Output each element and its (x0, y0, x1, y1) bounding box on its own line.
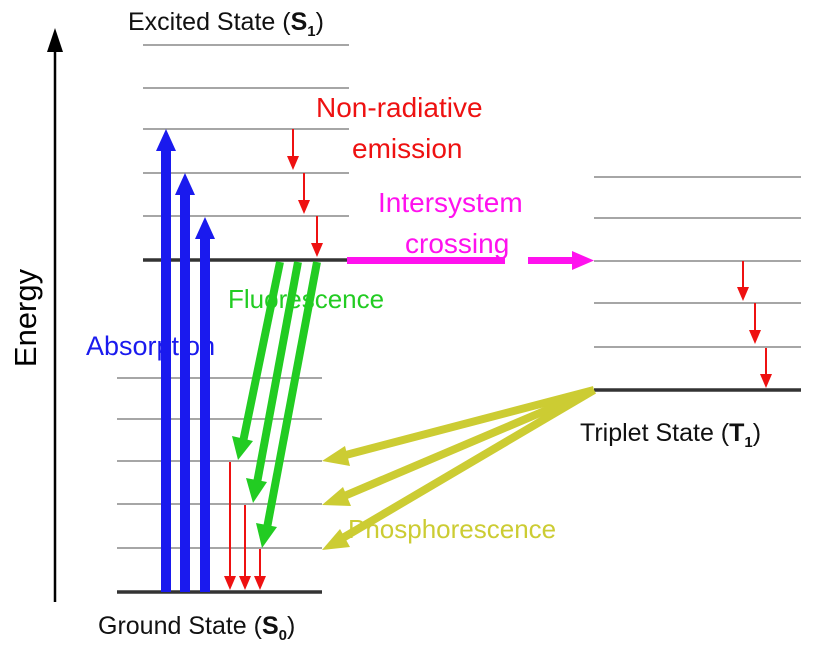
absorption-arrow-shaft (161, 148, 171, 592)
absorption-arrowhead (156, 129, 176, 151)
fluorescence-arrows (232, 261, 321, 548)
non-radiative-arrowhead (298, 200, 310, 214)
non-radiative-arrowhead (311, 243, 323, 257)
fluorescence-arrow-shaft (239, 261, 284, 443)
intersystem-crossing-arrow (347, 251, 594, 270)
fluorescence-arrow-shaft (263, 261, 321, 529)
intersystem-arrow-shaft (403, 257, 505, 264)
absorption-arrows (156, 129, 215, 592)
intersystem-label-line2: crossing (405, 228, 509, 259)
absorption-arrowhead (175, 173, 195, 195)
non-radiative-arrowhead (287, 156, 299, 170)
up-arrow-icon (47, 28, 63, 52)
triplet-state-levels (594, 176, 801, 392)
fluorescence-arrow-shaft (253, 261, 302, 484)
excited-state-text: Excited State ( (128, 8, 291, 36)
phosphorescence-label: Phosphorescence (348, 514, 556, 544)
intersystem-arrowhead (572, 251, 594, 270)
triplet-state-label: Triplet State (T1) (580, 419, 761, 451)
excited-state-label: Excited State (S1) (128, 8, 324, 40)
triplet-state-close: ) (753, 419, 761, 447)
non-radiative-s1-arrows (287, 129, 323, 257)
absorption-label: Absorption (86, 331, 215, 361)
excited-state-symbol: S (291, 8, 308, 36)
intersystem-arrow-shaft (528, 257, 574, 264)
ground-state-subscript: 0 (279, 627, 287, 644)
ground-state-symbol: S (262, 612, 279, 640)
non-radiative-arrowhead (737, 287, 749, 301)
non-radiative-arrowhead (760, 374, 772, 388)
phosphorescence-arrowhead (322, 446, 350, 466)
non-radiative-label-line1: Non-radiative (316, 92, 483, 123)
phosphorescence-arrow-shaft (338, 386, 597, 543)
non-radiative-arrowhead (224, 576, 236, 590)
phosphorescence-arrowhead (322, 487, 351, 506)
intersystem-label-line1: Intersystem (378, 187, 523, 218)
triplet-state-subscript: 1 (744, 434, 752, 451)
absorption-arrow-shaft (200, 236, 210, 592)
phosphorescence-arrowhead (322, 529, 350, 550)
phosphorescence-arrows (322, 386, 597, 550)
fluorescence-arrowhead (256, 523, 277, 548)
ground-state-label: Ground State (S0) (98, 612, 295, 644)
energy-label: Energy (8, 268, 43, 367)
fluorescence-arrowhead (246, 478, 267, 503)
excited-state-close: ) (316, 8, 324, 36)
non-radiative-arrowhead (749, 330, 761, 344)
absorption-arrowhead (195, 217, 215, 239)
fluorescence-label: Fluorescence (228, 284, 384, 314)
triplet-state-text: Triplet State ( (580, 419, 730, 447)
phosphorescence-arrow-shaft (340, 386, 596, 501)
non-radiative-label-line2: emission (352, 133, 462, 164)
non-radiative-arrowhead (239, 576, 251, 590)
non-radiative-s0-arrows (224, 462, 266, 590)
triplet-state-symbol: T (729, 419, 744, 447)
ground-state-close: ) (287, 612, 295, 640)
phosphorescence-arrow-shaft (340, 386, 596, 460)
absorption-arrow-shaft (180, 192, 190, 592)
ground-state-text: Ground State ( (98, 612, 263, 640)
fluorescence-arrowhead (232, 436, 253, 460)
excited-state-levels (143, 44, 349, 262)
excited-state-subscript: 1 (307, 23, 315, 40)
energy-axis (47, 28, 63, 602)
intersystem-arrow-shaft (347, 257, 403, 264)
non-radiative-arrowhead (254, 576, 266, 590)
non-radiative-t1-arrows (737, 261, 772, 388)
